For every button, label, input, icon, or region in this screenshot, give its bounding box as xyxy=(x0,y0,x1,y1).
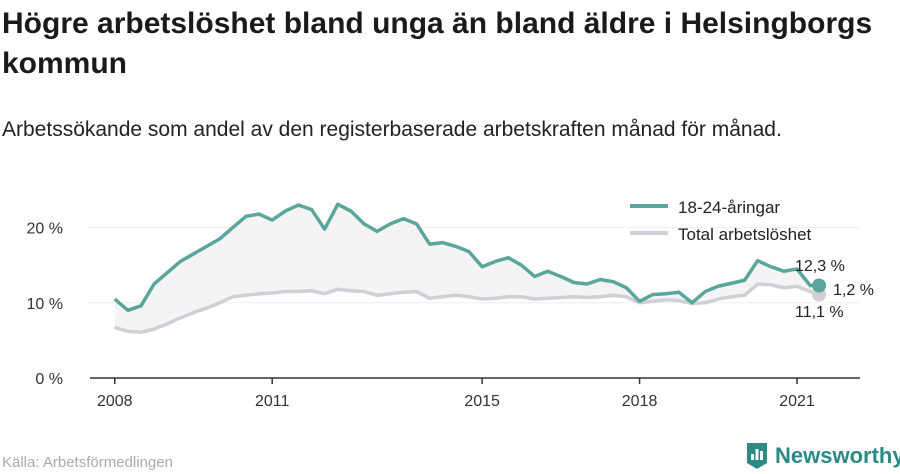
annotation-youth-value: 12,3 % xyxy=(795,258,845,275)
chart-subtitle: Arbetssökande som andel av den registerb… xyxy=(2,118,782,141)
brand-logo[interactable]: Newsworthy xyxy=(745,441,900,471)
legend-label-total: Total arbetslöshet xyxy=(678,225,812,244)
x-tick-label: 2015 xyxy=(464,393,500,410)
x-tick-label: 2008 xyxy=(97,393,133,410)
gap-area-fill xyxy=(114,204,820,333)
series-line-youth xyxy=(113,202,820,313)
source-note: Källa: Arbetsförmedlingen xyxy=(2,454,173,471)
x-tick-label: 2021 xyxy=(779,393,815,410)
y-tick-label: 20 % xyxy=(27,221,63,238)
newsworthy-logo-icon xyxy=(747,443,767,469)
x-tick-label: 2018 xyxy=(622,393,658,410)
brand-name: Newsworthy xyxy=(775,443,900,468)
legend-label-youth: 18-24-åringar xyxy=(678,198,780,217)
annotation-diff-value: 1,2 % xyxy=(833,282,874,299)
endpoint-youth xyxy=(812,278,827,293)
annotation-total-value: 11,1 % xyxy=(795,304,844,321)
x-tick-label: 2011 xyxy=(255,393,290,410)
y-tick-label: 10 % xyxy=(27,296,63,313)
y-tick-label: 0 % xyxy=(35,371,63,388)
series-line-total xyxy=(114,282,820,334)
chart-title: Högre arbetslöshet bland unga än bland ä… xyxy=(2,7,873,80)
